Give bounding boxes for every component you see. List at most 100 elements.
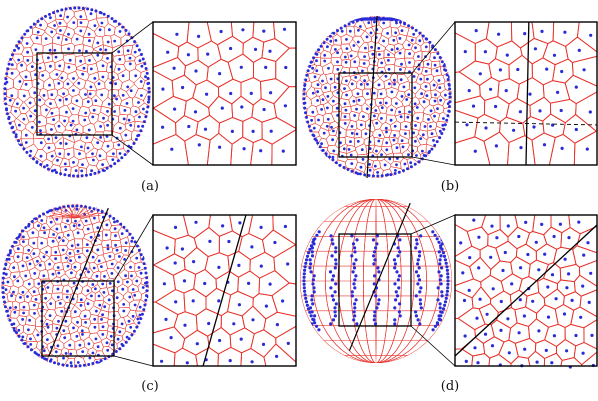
panel-d-zoom-point bbox=[586, 241, 590, 245]
panel-c-sphere-point bbox=[79, 304, 83, 307]
panel-d-sphere-point bbox=[353, 278, 357, 282]
panel-d-sphere-point bbox=[334, 258, 338, 262]
panel-a-rim-point bbox=[147, 90, 151, 94]
panel-c-connector-bottom bbox=[113, 355, 154, 367]
panel-c: (c) bbox=[1, 204, 297, 394]
panel-c-zoom bbox=[152, 214, 297, 367]
panel-d-sphere-point bbox=[333, 266, 337, 270]
panel-d-sphere-point bbox=[419, 234, 423, 238]
panel-b-pole-point bbox=[347, 17, 351, 21]
panel-c-sphere-point bbox=[9, 251, 12, 255]
panel-d-sphere-point bbox=[393, 262, 397, 266]
panel-a-rim-point bbox=[26, 29, 30, 33]
panel-a-sphere-point bbox=[89, 12, 93, 16]
panel-c-sphere-point bbox=[130, 239, 134, 243]
panel-d-sphere-point bbox=[439, 274, 443, 278]
panel-c-sphere-point bbox=[114, 234, 117, 238]
panel-c-rim-point bbox=[99, 359, 103, 363]
panel-d-sphere-point bbox=[330, 254, 334, 258]
panel-c-sphere-point bbox=[61, 239, 65, 243]
panel-a-sphere-point bbox=[33, 109, 37, 113]
panel-a-sphere-point bbox=[26, 59, 30, 62]
panel-b-sphere-point bbox=[429, 125, 432, 128]
panel-c-rim-point bbox=[62, 205, 66, 209]
panel-c-sphere-point bbox=[16, 255, 20, 259]
panel-c-sphere-point bbox=[55, 217, 59, 221]
panel-a-rim-point bbox=[7, 117, 11, 121]
panel-a-rim-point bbox=[90, 8, 94, 12]
panel-a-sphere-point bbox=[113, 94, 116, 98]
panel-c-sphere-point bbox=[78, 255, 81, 259]
panel-c-sphere-cell bbox=[83, 298, 95, 311]
panel-b-sphere-cell bbox=[383, 57, 397, 66]
panel-d-sphere-point bbox=[375, 306, 379, 310]
panel-c-sphere-point bbox=[51, 239, 55, 243]
panel-d-zoom-point bbox=[490, 224, 494, 228]
panel-b-sphere-cell bbox=[429, 49, 448, 62]
panel-c-sphere-point bbox=[100, 265, 103, 268]
panel-b-sphere-point bbox=[360, 148, 364, 152]
panel-c-sphere-point bbox=[91, 255, 95, 259]
panel-c-sphere-point bbox=[96, 226, 100, 230]
panel-c-zoom-cell bbox=[240, 347, 267, 367]
panel-a-sphere-point bbox=[65, 110, 68, 114]
panel-b-sphere-point bbox=[389, 118, 393, 122]
panel-d-zoom-point bbox=[490, 344, 495, 348]
panel-a-sphere-point bbox=[74, 169, 78, 173]
panel-b-sphere-cell bbox=[302, 23, 325, 54]
panel-c-zoom-point bbox=[283, 224, 287, 229]
panel-c-sphere-point bbox=[34, 298, 38, 301]
panel-a-sphere-point bbox=[67, 65, 71, 69]
panel-b-sphere-point bbox=[303, 125, 306, 129]
panel-c-sphere-point bbox=[86, 289, 90, 293]
panel-b-sphere-point bbox=[329, 39, 333, 43]
panel-b-zoom-point bbox=[574, 127, 578, 132]
panel-c-sphere-point bbox=[66, 289, 69, 293]
panel-c-sphere-point bbox=[24, 274, 28, 278]
panel-a-sphere-point bbox=[94, 99, 98, 103]
panel-a-sphere-point bbox=[88, 92, 92, 96]
panel-b-sphere-point bbox=[345, 38, 348, 41]
panel-a-sphere-point bbox=[47, 146, 51, 150]
panel-d-sphere-point bbox=[331, 298, 336, 302]
panel-a-zoom-point bbox=[219, 29, 223, 34]
panel-a-rim-point bbox=[146, 76, 150, 80]
panel-d-sphere-point bbox=[334, 282, 338, 286]
panel-b-zoom-point bbox=[473, 149, 477, 153]
panel-c-rim-point bbox=[82, 363, 86, 367]
panel-d-sphere-point bbox=[309, 270, 313, 274]
panel-a-sphere-point bbox=[118, 126, 122, 130]
panel-d-zoom-point bbox=[468, 256, 472, 260]
panel-c-sphere-point bbox=[137, 266, 141, 269]
panel-d-sphere-point bbox=[303, 293, 307, 297]
panel-d-zoom bbox=[454, 214, 598, 369]
panel-a-sphere-point bbox=[118, 30, 122, 33]
panel-a-rim-point bbox=[3, 97, 7, 101]
panel-d-zoom-cell bbox=[527, 350, 546, 367]
panel-c-sphere-point bbox=[104, 233, 108, 237]
panel-a-sphere-point bbox=[89, 85, 93, 89]
panel-b-zoom-point bbox=[585, 147, 589, 151]
panel-d-sphere-point bbox=[437, 317, 441, 321]
panel-a-sphere-cell bbox=[94, 25, 106, 38]
panel-d-connector-top bbox=[410, 214, 456, 235]
panel-c-sphere-point bbox=[76, 361, 80, 364]
panel-a-sphere-cell bbox=[71, 130, 83, 143]
panel-b-zoom-cell bbox=[495, 40, 523, 66]
panel-a-sphere-point bbox=[117, 50, 121, 54]
panel-d-sphere-point bbox=[329, 234, 333, 238]
panel-d-sphere-point bbox=[397, 310, 401, 314]
panel-a-sphere-point bbox=[52, 118, 55, 121]
panel-c-sphere-point bbox=[127, 319, 131, 323]
panel-a-rim-point bbox=[25, 150, 29, 154]
panel-d-sphere-point bbox=[310, 254, 315, 258]
panel-d-sphere-point bbox=[311, 317, 315, 321]
panel-c-sphere-point bbox=[101, 282, 105, 286]
panel-b-sphere-point bbox=[377, 46, 381, 50]
panel-b-sphere-point bbox=[383, 163, 387, 167]
panel-b-rim-point bbox=[314, 52, 318, 56]
panel-d-zoom-point bbox=[579, 315, 583, 319]
panel-c-sphere-point bbox=[93, 317, 97, 321]
panel-c-sphere-point bbox=[80, 329, 84, 333]
panel-b-sphere-point bbox=[332, 149, 336, 153]
